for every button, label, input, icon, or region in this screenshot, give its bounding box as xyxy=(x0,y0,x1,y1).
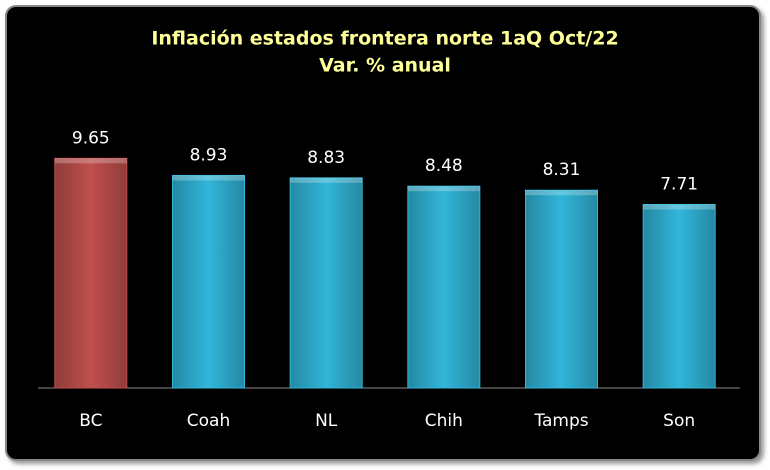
bar-highlight xyxy=(290,177,363,183)
value-label: 8.83 xyxy=(307,148,345,168)
bar-highlight xyxy=(407,186,480,192)
x-tick-label: BC xyxy=(79,411,102,431)
bar xyxy=(289,177,363,389)
bar-highlight xyxy=(172,175,245,181)
x-tick-label: Coah xyxy=(187,411,230,431)
x-tick-label: Chih xyxy=(425,411,463,431)
x-tick-label: NL xyxy=(315,411,338,431)
bar xyxy=(172,174,245,389)
value-label: 7.71 xyxy=(660,175,698,195)
bar-highlight xyxy=(54,158,127,164)
value-label: 8.31 xyxy=(543,160,581,180)
bar xyxy=(54,157,128,389)
value-label: 8.48 xyxy=(425,156,463,176)
bar-highlight xyxy=(525,190,598,196)
chart-subtitle: Var. % anual xyxy=(319,55,451,77)
bar xyxy=(525,189,598,389)
value-label: 9.65 xyxy=(72,128,110,148)
value-label: 8.93 xyxy=(190,145,228,165)
bar-highlight xyxy=(643,204,716,210)
bar xyxy=(407,185,481,389)
chart-title: Inflación estados frontera norte 1aQ Oct… xyxy=(151,28,618,50)
bar xyxy=(642,204,716,389)
x-tick-label: Tamps xyxy=(533,411,588,431)
x-tick-label: Son xyxy=(663,411,695,431)
